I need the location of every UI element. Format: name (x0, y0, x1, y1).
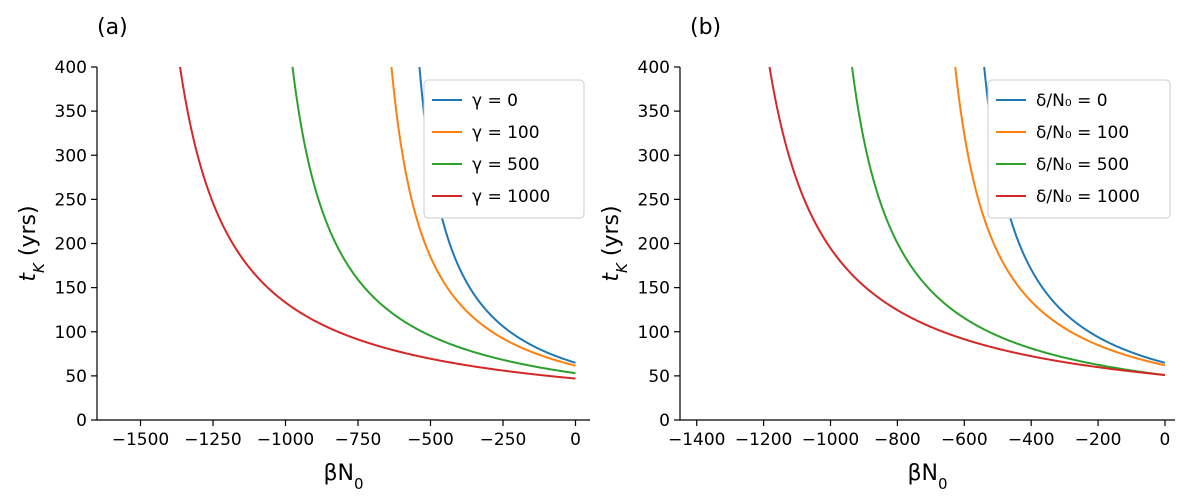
series-line (291, 66, 576, 375)
y-tick-label: 0 (659, 411, 670, 431)
panel-label: (b) (690, 15, 721, 40)
x-tick-label: 0 (570, 430, 581, 450)
panel-a: (a) 0 50 100 150 200 250 300 350 400 −1500 −1250 −1… (16, 15, 590, 493)
y-tick-label: 50 (648, 367, 670, 387)
legend: δ/N₀ = 0 δ/N₀ = 100 δ/N₀ = 500 δ/N₀ = 1000 (987, 79, 1171, 219)
legend-label: γ = 1000 (472, 187, 550, 207)
y-tick-label: 400 (638, 58, 670, 78)
series-line (390, 66, 576, 367)
x-tick-label: −800 (874, 430, 921, 450)
x-tick-label: −750 (335, 430, 382, 450)
x-tick-label: −1200 (735, 430, 793, 450)
x-tick-label: −600 (941, 430, 988, 450)
x-tick-label: −1400 (668, 430, 726, 450)
y-tick-label: 400 (55, 58, 87, 78)
legend-label: δ/N₀ = 1000 (1036, 187, 1140, 207)
y-tick-label: 50 (65, 367, 87, 387)
x-tick-label: −500 (407, 430, 454, 450)
legend-label: δ/N₀ = 0 (1036, 91, 1108, 111)
y-tick-label: 100 (55, 323, 87, 343)
x-axis-label: βN0 (907, 461, 947, 493)
y-tick-label: 300 (638, 146, 670, 166)
series-line (179, 66, 576, 380)
y-tick-label: 200 (55, 235, 87, 255)
legend-label: δ/N₀ = 100 (1036, 123, 1129, 143)
y-tick-label: 200 (638, 235, 670, 255)
y-tick-label: 250 (638, 190, 670, 210)
y-tick-label: 150 (638, 279, 670, 299)
y-tick-label: 350 (55, 102, 87, 122)
x-tick-label: −1000 (257, 430, 315, 450)
plot-area (768, 66, 1166, 377)
series-line (851, 66, 1166, 377)
y-tick-label: 300 (55, 146, 87, 166)
legend-box (423, 79, 585, 219)
legend-label: γ = 500 (472, 155, 540, 175)
x-axis-label: βN0 (323, 461, 363, 493)
x-tick-label: 0 (1160, 430, 1171, 450)
y-tick-label: 350 (638, 102, 670, 122)
legend-label: γ = 0 (472, 91, 518, 111)
x-tick-label: −200 (1075, 430, 1122, 450)
plot-area (179, 66, 576, 380)
legend-label: γ = 100 (472, 123, 540, 143)
legend: γ = 0 γ = 100 γ = 500 γ = 1000 (423, 79, 585, 219)
y-tick-label: 150 (55, 279, 87, 299)
y-tick-label: 250 (55, 190, 87, 210)
x-tick-label: −1250 (184, 430, 242, 450)
panel-b: (b) 0 50 100 150 200 250 300 350 400 −1400 −1200 −1… (599, 15, 1175, 493)
x-tick-label: −1500 (112, 430, 170, 450)
series-line (954, 66, 1166, 367)
y-tick-label: 0 (76, 411, 87, 431)
legend-box (987, 79, 1171, 219)
x-tick-label: −400 (1008, 430, 1055, 450)
y-axis-label: tK (yrs) (599, 205, 631, 281)
y-tick-label: 100 (638, 323, 670, 343)
legend-label: δ/N₀ = 500 (1036, 155, 1129, 175)
x-tick-label: −250 (480, 430, 527, 450)
y-axis-label: tK (yrs) (16, 205, 48, 281)
panel-label: (a) (97, 15, 128, 40)
x-tick-label: −1000 (802, 430, 860, 450)
series-line (768, 66, 1166, 376)
